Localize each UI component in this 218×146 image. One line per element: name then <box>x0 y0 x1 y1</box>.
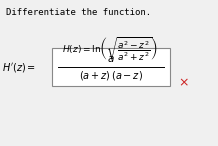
Text: $a$: $a$ <box>107 54 115 64</box>
Text: $H(z) = \ln\!\left(\sqrt{\dfrac{a^2 - z^2}{a^2 + z^2}}\right)$: $H(z) = \ln\!\left(\sqrt{\dfrac{a^2 - z^… <box>62 36 158 62</box>
FancyBboxPatch shape <box>52 48 170 86</box>
Text: $\times$: $\times$ <box>178 77 188 89</box>
Text: $(a + z)\,(a - z)$: $(a + z)\,(a - z)$ <box>79 69 143 82</box>
Text: $H'(z) =$: $H'(z) =$ <box>2 60 36 73</box>
Text: Differentiate the function.: Differentiate the function. <box>6 8 151 17</box>
